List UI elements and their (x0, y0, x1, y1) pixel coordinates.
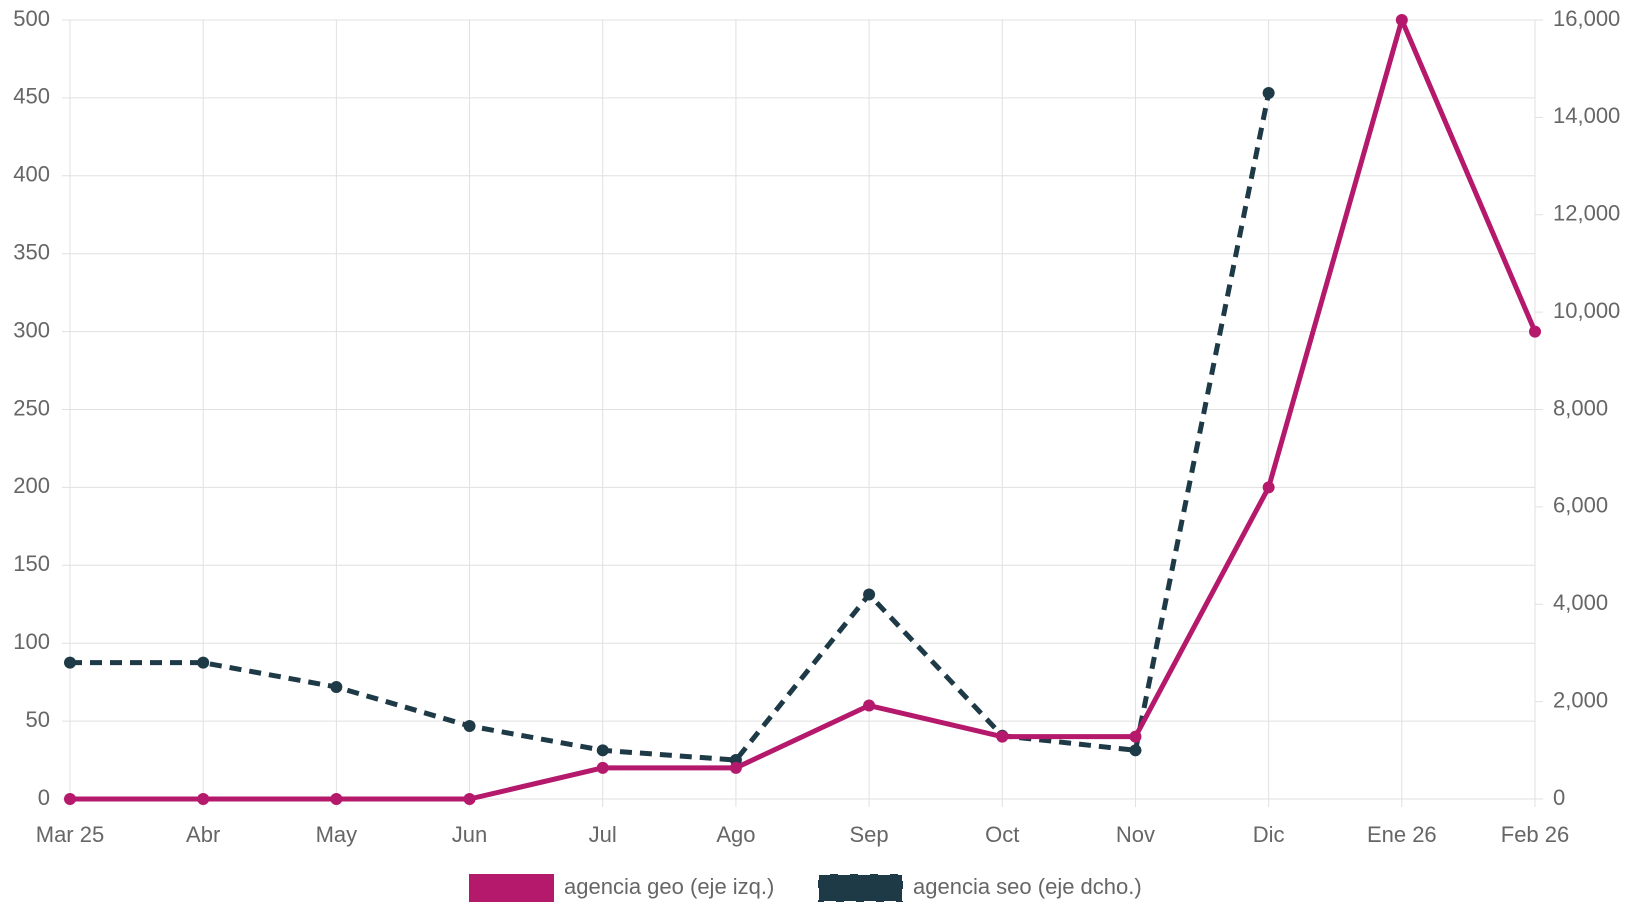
series-line (70, 17, 1538, 802)
y-tick-label: 300 (13, 317, 50, 342)
data-point (1262, 481, 1275, 494)
x-tick-label: Jul (589, 822, 617, 847)
y2-tick-label: 0 (1553, 785, 1565, 810)
y-tick-label: 50 (26, 707, 50, 732)
data-point (463, 793, 476, 805)
data-point (596, 761, 609, 774)
y-tick-label: 250 (13, 395, 50, 420)
y2-tick-label: 4,000 (1553, 590, 1608, 615)
data-point (1129, 744, 1142, 757)
x-tick-label: Sep (850, 822, 889, 847)
y2-tick-label: 16,000 (1553, 6, 1620, 31)
y-tick-label: 400 (13, 162, 50, 187)
x-tick-label: Abr (186, 822, 220, 847)
legend-label: agencia geo (eje izq.) (564, 874, 774, 899)
y2-tick-label: 14,000 (1553, 103, 1620, 128)
data-point (1529, 325, 1541, 338)
data-point (1262, 87, 1275, 100)
data-point (1395, 14, 1408, 26)
legend-label: agencia seo (eje dcho.) (913, 874, 1142, 899)
x-tick-label: Oct (985, 822, 1019, 847)
data-point (729, 761, 742, 774)
y-tick-label: 100 (13, 629, 50, 654)
y-tick-label: 450 (13, 84, 50, 109)
data-point (197, 793, 210, 805)
data-point (463, 719, 476, 732)
legend-swatch (817, 873, 904, 903)
y2-tick-label: 2,000 (1553, 687, 1608, 712)
legend-swatch (469, 874, 554, 902)
data-point (863, 588, 876, 601)
data-point (64, 793, 76, 805)
data-point (863, 699, 876, 712)
y-tick-label: 200 (13, 473, 50, 498)
x-tick-label: Nov (1116, 822, 1155, 847)
series-line (70, 92, 1272, 763)
x-tick-label: Mar 25 (36, 822, 104, 847)
y-tick-label: 500 (13, 6, 50, 31)
x-tick-label: Jun (452, 822, 487, 847)
x-tick-label: May (316, 822, 358, 847)
y2-tick-label: 10,000 (1553, 298, 1620, 323)
data-point (1129, 730, 1142, 743)
data-point (596, 744, 609, 757)
y2-tick-label: 8,000 (1553, 395, 1608, 420)
x-tick-label: Ago (716, 822, 755, 847)
x-tick-label: Ene 26 (1367, 822, 1437, 847)
data-point (64, 656, 76, 669)
data-point (330, 681, 343, 694)
y-tick-label: 150 (13, 551, 50, 576)
data-point (197, 656, 210, 669)
y-tick-label: 350 (13, 240, 50, 265)
y2-tick-label: 6,000 (1553, 493, 1608, 518)
x-tick-label: Feb 26 (1501, 822, 1570, 847)
y-tick-label: 0 (38, 785, 50, 810)
x-tick-label: Dic (1253, 822, 1285, 847)
data-point (996, 730, 1009, 743)
y2-tick-label: 12,000 (1553, 201, 1620, 226)
data-point (330, 793, 343, 805)
